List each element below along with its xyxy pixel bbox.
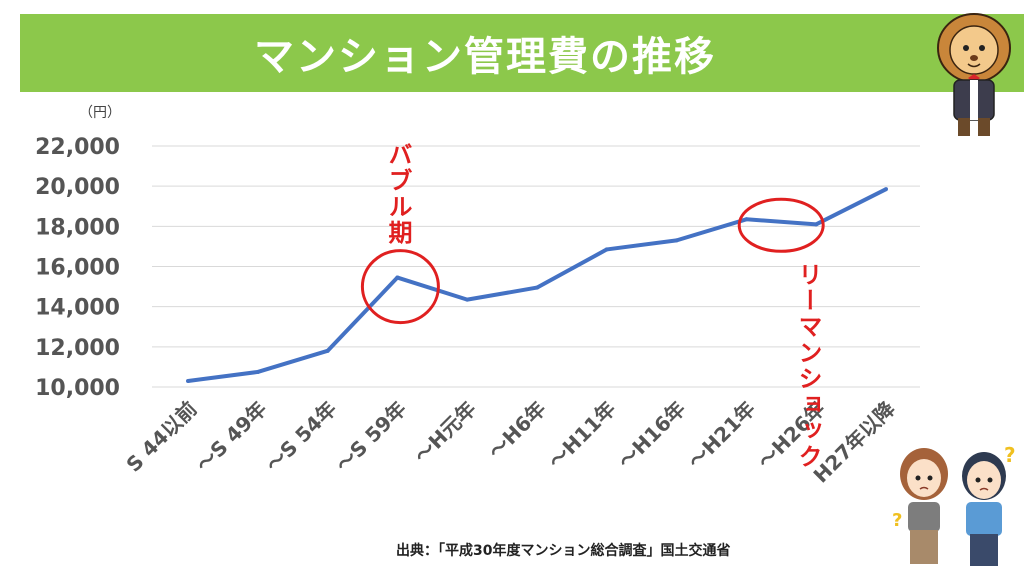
svg-text:?: ? [1004, 443, 1016, 467]
data-point [744, 217, 749, 222]
y-unit-label: （円） [79, 105, 121, 121]
data-point [535, 285, 539, 290]
x-tick-label: ～S 54年 [261, 397, 341, 477]
svg-text:?: ? [892, 510, 902, 531]
data-point [674, 238, 679, 243]
y-tick-label: 22,000 [35, 135, 120, 160]
y-tick-label: 10,000 [35, 376, 120, 401]
x-tick-label: ～S 59年 [331, 397, 411, 477]
title-banner [20, 14, 1024, 92]
x-axis-ticks: S 44以前～S 49年～S 54年～S 59年～H元年 ～H6年～H11年～H1… [121, 396, 900, 488]
data-point [604, 247, 609, 252]
x-tick-label: ～H16年 [613, 397, 690, 474]
data-point [395, 275, 400, 280]
series-points [186, 187, 888, 383]
x-tick-label: ～S 49年 [191, 397, 271, 477]
y-tick-label: 18,000 [35, 215, 120, 240]
data-point [186, 378, 190, 383]
data-point [255, 369, 260, 374]
data-point [884, 187, 888, 192]
x-tick-label: ～H21年 [683, 397, 760, 474]
lion-mascot-icon [937, 13, 1011, 136]
gridlines [152, 145, 920, 388]
man-confused-icon: ? [962, 443, 1016, 566]
y-tick-label: 14,000 [35, 296, 120, 321]
x-tick-label: S 44以前 [121, 397, 201, 477]
y-tick-label: 12,000 [35, 336, 120, 361]
lehman-highlight-circle [737, 197, 825, 253]
y-axis-ticks: 10,000 12,000 14,000 16,000 18,000 20,000 22,0… [35, 135, 120, 401]
y-tick-label: 16,000 [35, 256, 120, 281]
x-tick-label: ～H元年 [409, 397, 480, 468]
page-title: マンション管理費の推移 [254, 34, 716, 80]
series-line [187, 187, 887, 383]
data-point [465, 297, 470, 302]
data-point [325, 348, 330, 353]
data-point [814, 222, 819, 227]
x-tick-label: ～H11年 [544, 397, 621, 474]
bubble-highlight-circle [360, 249, 440, 325]
source-citation: 出典：「平成30年度マンション総合調査」国土交通省 [396, 543, 731, 559]
lehman-annotation: リーマンショック [794, 262, 822, 470]
woman-confused-icon: ? [892, 448, 948, 564]
x-tick-label: ～H6年 [484, 397, 551, 464]
bubble-annotation: バブル期 [384, 142, 412, 246]
y-tick-label: 20,000 [35, 175, 120, 200]
